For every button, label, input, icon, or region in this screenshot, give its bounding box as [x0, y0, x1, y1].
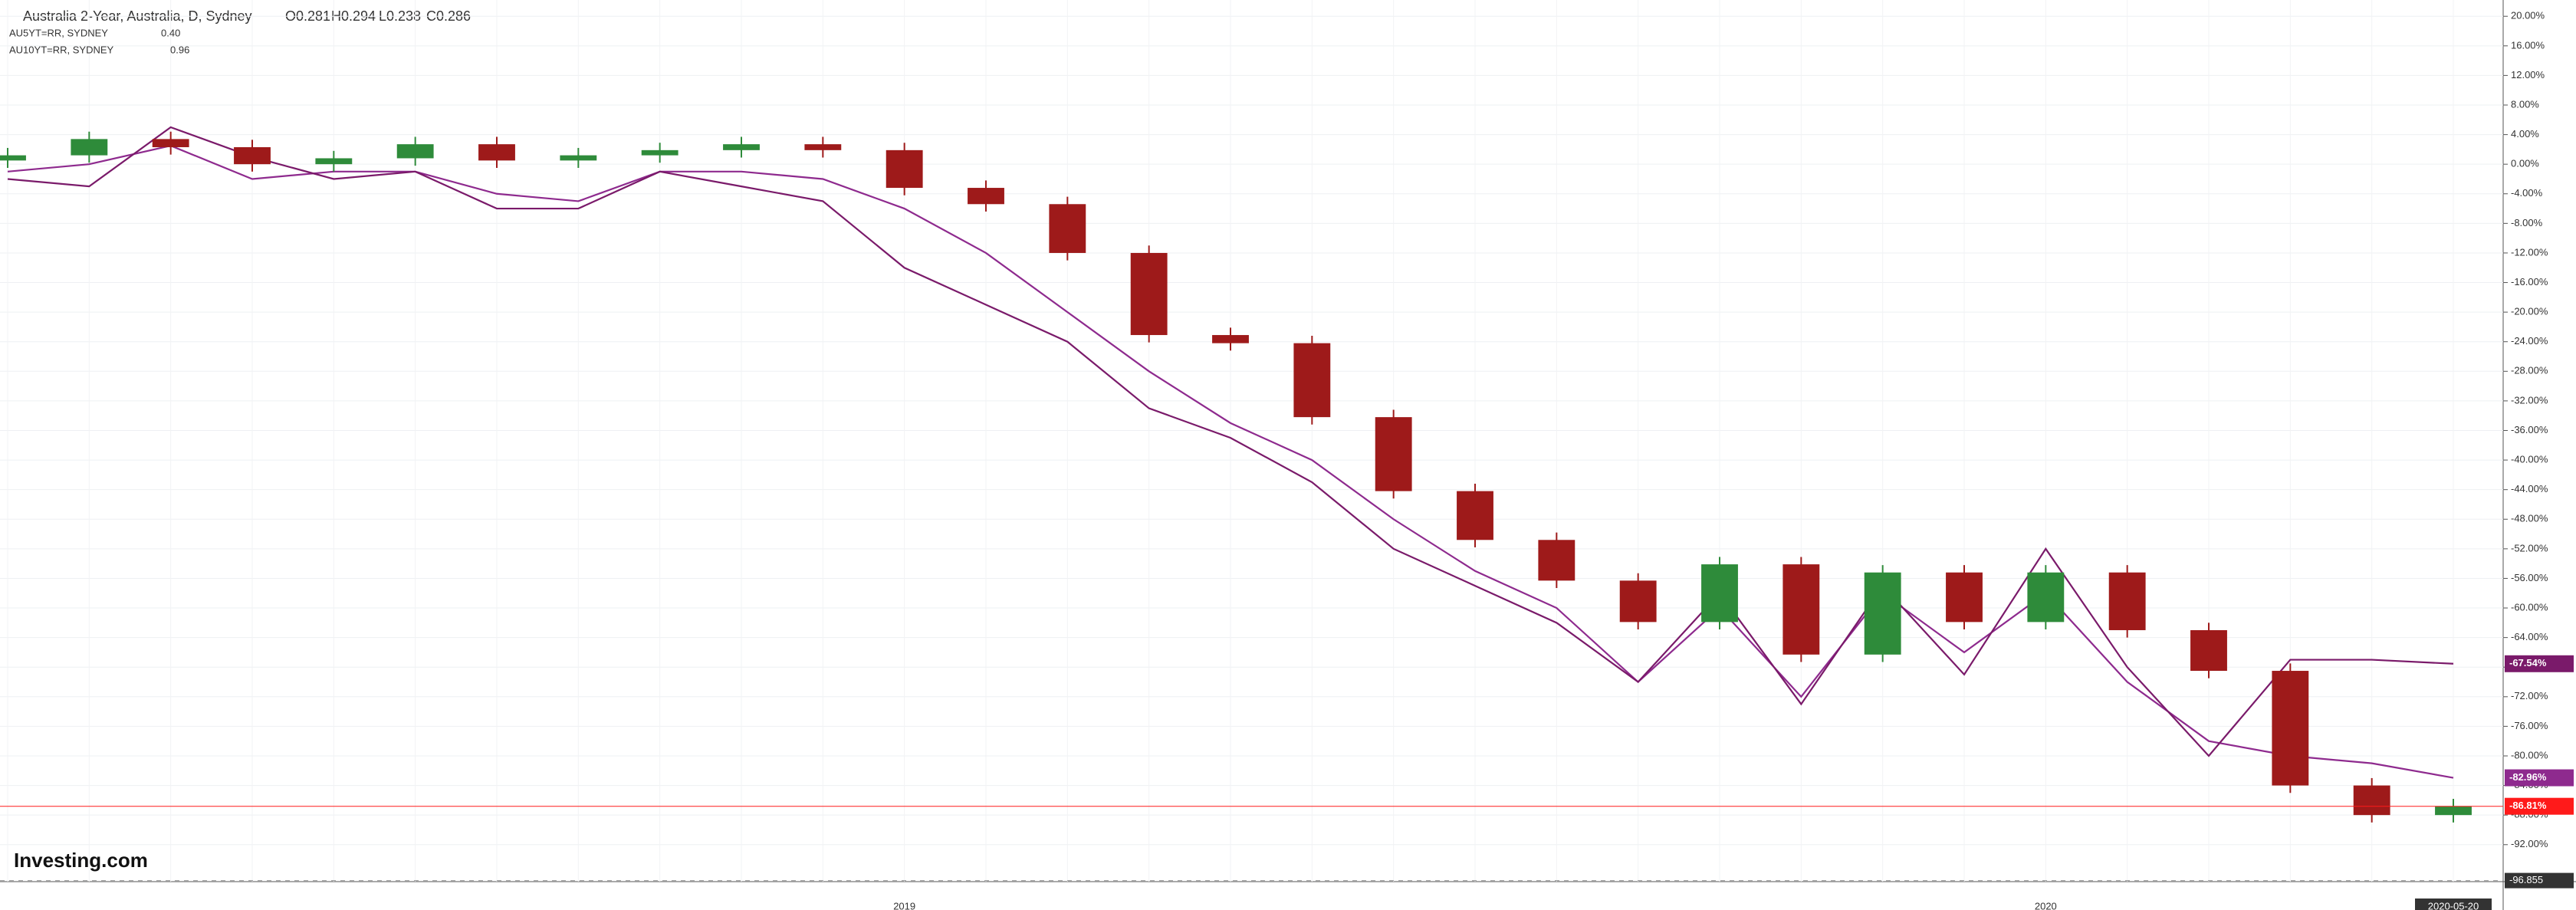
candle-body: [1783, 564, 1820, 655]
price-tag: [2505, 797, 2574, 815]
price-tag-label: -82.96%: [2509, 771, 2547, 783]
legend-value: 0.96: [170, 44, 189, 55]
candle-body: [2108, 572, 2146, 630]
candle-body: [1538, 540, 1576, 581]
x-tick-label: 2020-05-20: [2428, 900, 2479, 910]
logo: Investing.com: [14, 849, 148, 872]
candle-body: [396, 144, 434, 159]
candle-body: [2027, 572, 2065, 623]
candle-body: [1130, 252, 1168, 336]
candle-body: [1212, 335, 1249, 343]
price-tag: [2505, 769, 2574, 787]
grid: [0, 0, 2503, 882]
y-tick-label: -60.00%: [2511, 601, 2548, 613]
candle-body: [2190, 629, 2227, 672]
y-tick-label: 4.00%: [2511, 128, 2539, 140]
candle-body: [1375, 417, 1412, 491]
y-tick-label: -8.00%: [2511, 217, 2543, 228]
candle-body: [152, 139, 189, 147]
y-tick-label: -64.00%: [2511, 631, 2548, 642]
y-tick-label: -32.00%: [2511, 394, 2548, 406]
legend-name: AU5YT=RR, SYDNEY: [9, 27, 108, 38]
y-tick-label: -56.00%: [2511, 572, 2548, 583]
y-tick-label: -48.00%: [2511, 513, 2548, 524]
candle-body: [641, 149, 678, 156]
candle-body: [886, 149, 923, 189]
y-tick-label: -28.00%: [2511, 365, 2548, 376]
crosshair-box: [2505, 872, 2574, 889]
y-tick-label: 8.00%: [2511, 98, 2539, 110]
candle-body: [2272, 671, 2309, 786]
y-tick-label: -4.00%: [2511, 187, 2543, 199]
y-tick-label: -72.00%: [2511, 690, 2548, 701]
y-tick-label: -44.00%: [2511, 483, 2548, 494]
candle-body: [723, 144, 760, 150]
candle-body: [1457, 491, 1493, 540]
candle-body: [560, 155, 597, 161]
price-tag-label: -67.54%: [2509, 657, 2547, 669]
y-tick-label: -12.00%: [2511, 246, 2548, 258]
candle-body: [1701, 564, 1738, 623]
y-tick-label: 12.00%: [2511, 69, 2545, 80]
date-box: [2415, 899, 2492, 910]
crosshair-label: -96.855: [2509, 874, 2543, 885]
candle-body: [804, 144, 842, 150]
y-tick-label: -80.00%: [2511, 749, 2548, 761]
candle-body: [1049, 204, 1086, 253]
candle-body: [1619, 580, 1657, 623]
price-tag-label: -86.81%: [2509, 800, 2547, 811]
legend-value: 0.40: [161, 27, 180, 38]
candle-body: [1946, 572, 1983, 623]
candle-body: [315, 158, 353, 165]
candle-body: [0, 155, 26, 161]
y-tick-label: -92.00%: [2511, 838, 2548, 849]
y-tick-label: -52.00%: [2511, 542, 2548, 554]
y-tick-label: -16.00%: [2511, 276, 2548, 287]
candle-body: [1864, 572, 1901, 655]
legend-name: AU10YT=RR, SYDNEY: [9, 44, 114, 55]
candle-body: [968, 188, 1004, 205]
y-tick-label: -76.00%: [2511, 720, 2548, 731]
series-line: [7, 126, 2454, 757]
y-tick-label: 20.00%: [2511, 10, 2545, 21]
candle-body: [234, 146, 271, 165]
candle-body: [71, 139, 108, 156]
x-tick-label: 2020: [2035, 900, 2057, 910]
x-tick-label: 2019: [893, 900, 915, 910]
candle-body: [478, 144, 515, 161]
y-tick-label: -24.00%: [2511, 335, 2548, 347]
y-tick-label: 0.00%: [2511, 158, 2539, 169]
y-tick-label: -40.00%: [2511, 454, 2548, 465]
price-tag: [2505, 655, 2574, 672]
candle-body: [2435, 806, 2472, 816]
y-tick-label: -36.00%: [2511, 424, 2548, 435]
candle-body: [1293, 343, 1331, 418]
y-tick-label: -20.00%: [2511, 306, 2548, 317]
y-tick-label: 16.00%: [2511, 39, 2545, 51]
candle-body: [2353, 785, 2390, 816]
